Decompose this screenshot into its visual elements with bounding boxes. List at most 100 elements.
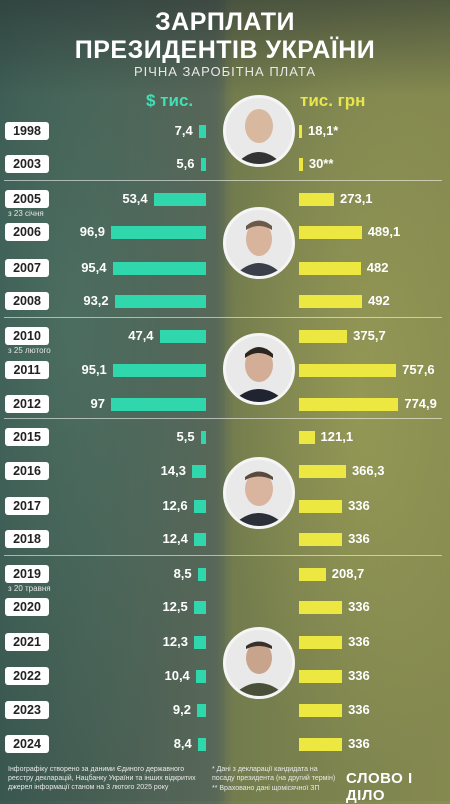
president-4-portrait	[223, 457, 295, 529]
uah-value-label: 336	[348, 702, 370, 717]
usd-value-label: 93,2	[83, 293, 109, 308]
uah-value-label: 757,6	[402, 362, 435, 377]
year-label: 2023	[5, 701, 49, 719]
group-divider	[4, 317, 442, 318]
uah-value-label: 336	[348, 498, 370, 513]
uah-value-label: 273,1	[340, 191, 373, 206]
brand-logo: СЛОВО І ДІЛО	[346, 770, 413, 804]
year-label: 2024	[5, 735, 49, 753]
uah-bar	[299, 636, 343, 649]
page-subtitle: РІЧНА ЗАРОБІТНА ПЛАТА	[133, 64, 317, 79]
uah-bar	[299, 364, 397, 377]
footer-note-2: ** Враховано дані щомісячної ЗП	[212, 785, 320, 792]
year-label: 2007	[5, 259, 49, 277]
usd-value-label: 95,4	[81, 260, 107, 275]
usd-value-label: 8,5	[173, 566, 192, 581]
header-uah: тис. грн	[300, 91, 366, 110]
usd-bar	[114, 295, 206, 308]
page-title-line2: ПРЕЗИДЕНТІВ УКРАЇНИ	[74, 36, 376, 64]
uah-bar	[299, 533, 343, 546]
usd-bar	[195, 670, 206, 683]
uah-bar	[299, 500, 343, 513]
usd-value-label: 12,5	[162, 599, 188, 614]
usd-bar	[193, 533, 206, 546]
footer-note-1: * Дані з декларації кандидата на посаду …	[212, 766, 336, 782]
top-shade	[0, 0, 450, 95]
usd-bar	[196, 704, 206, 717]
uah-bar	[299, 738, 343, 751]
uah-value-label: 336	[348, 736, 370, 751]
uah-bar	[299, 330, 348, 343]
uah-bar	[299, 398, 399, 411]
uah-bar	[299, 158, 303, 171]
year-label: 2008	[5, 292, 49, 310]
uah-value-label: 366,3	[351, 463, 385, 478]
usd-bar	[197, 568, 206, 581]
uah-bar	[299, 193, 334, 206]
year-label: 2015	[5, 428, 49, 446]
year-label: 2020	[5, 598, 49, 616]
year-label: 2011	[5, 361, 49, 379]
president-5-portrait	[223, 627, 295, 699]
year-label: 2006	[5, 223, 49, 241]
usd-value-label: 10,4	[164, 668, 190, 683]
year-label: 2021	[5, 633, 49, 651]
usd-value-label: 9,2	[172, 702, 191, 717]
year-label: 1998	[5, 122, 49, 140]
usd-bar	[191, 465, 206, 478]
year-label: 2012	[5, 395, 49, 413]
usd-value-label: 12,4	[162, 531, 188, 546]
usd-bar	[193, 636, 206, 649]
uah-bar	[299, 262, 361, 275]
usd-bar	[112, 364, 206, 377]
uah-bar	[299, 670, 343, 683]
uah-value-label: 774,9	[404, 396, 437, 411]
usd-value-label: 5,5	[176, 429, 195, 444]
usd-value-label: 12,6	[162, 498, 188, 513]
year-label: 2016	[5, 462, 49, 480]
uah-value-label: 336	[348, 634, 370, 649]
usd-bar	[110, 398, 206, 411]
usd-bar	[200, 158, 206, 171]
uah-value-label: 492	[368, 293, 390, 308]
year-note: з 23 січня	[8, 209, 44, 218]
usd-value-label: 14,3	[160, 463, 186, 478]
uah-bar	[299, 295, 363, 308]
year-label: 2019	[5, 565, 49, 583]
uah-bar	[299, 704, 343, 717]
uah-value-label: 336	[348, 531, 370, 546]
usd-bar	[153, 193, 206, 206]
usd-value-label: 5,6	[176, 156, 195, 171]
usd-value-label: 95,1	[81, 362, 107, 377]
uah-bar	[299, 226, 362, 239]
year-label: 2022	[5, 667, 49, 685]
group-divider	[4, 180, 442, 181]
uah-value-label: 482	[366, 260, 389, 275]
group-divider	[4, 555, 442, 556]
usd-bar	[193, 500, 206, 513]
year-label: 2003	[5, 155, 49, 173]
year-label: 2017	[5, 497, 49, 515]
header-usd: $ тис.	[146, 91, 194, 110]
year-note: з 25 лютого	[8, 346, 51, 355]
usd-value-label: 96,9	[79, 224, 106, 239]
usd-bar	[112, 262, 206, 275]
uah-value-label: 375,7	[353, 328, 386, 343]
uah-value-label: 336	[348, 668, 370, 683]
usd-bar	[193, 601, 206, 614]
usd-bar	[198, 125, 206, 138]
footer-source: Інфографіку створено за даними Єдиного д…	[8, 766, 196, 791]
year-label: 2010	[5, 327, 49, 345]
usd-value-label: 7,4	[174, 123, 193, 138]
usd-value-label: 97	[90, 396, 105, 411]
uah-value-label: 208,7	[331, 566, 365, 581]
uah-bar	[299, 601, 343, 614]
usd-value-label: 12,3	[162, 634, 188, 649]
uah-bar	[299, 465, 346, 478]
uah-value-label: 18,1*	[308, 123, 339, 138]
president-1-portrait	[223, 95, 295, 167]
year-label: 2005	[5, 190, 49, 208]
group-divider	[4, 418, 442, 419]
year-note: з 20 травня	[8, 584, 51, 593]
usd-value-label: 53,4	[122, 191, 148, 206]
